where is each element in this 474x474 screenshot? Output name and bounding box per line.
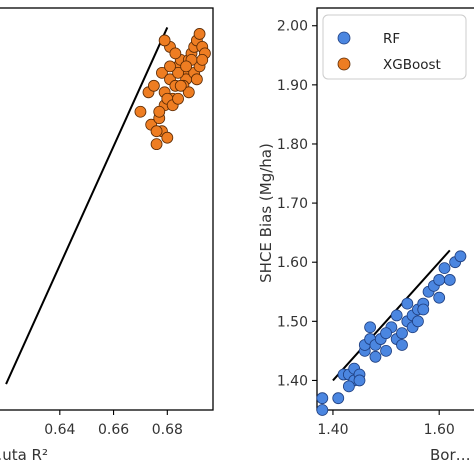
legend-rf-marker — [337, 31, 351, 45]
right-y-tick-label: 1.80 — [277, 137, 308, 153]
right-point-rf — [438, 262, 451, 275]
right-point-rf — [380, 327, 392, 340]
right-points — [316, 250, 467, 416]
left-point-xgboost — [150, 138, 163, 151]
left-point-xgboost — [147, 79, 160, 92]
left-point-xgboost — [174, 79, 187, 92]
left-point-xgboost — [182, 86, 195, 99]
right-y-tick-label: 1.70 — [277, 196, 308, 212]
right-y-tick-label: 1.90 — [277, 78, 308, 94]
right-x-tick-label: 1.40 — [317, 422, 348, 438]
legend-rf-label: RF — [383, 31, 400, 47]
right-point-rf — [396, 327, 408, 340]
right-y-tick-label: 1.40 — [277, 373, 308, 389]
left-reference-line — [5, 27, 169, 385]
right-point-rf — [332, 392, 345, 405]
legend: RF XGBoost — [322, 14, 467, 80]
legend-xgboost-marker — [337, 57, 351, 71]
left-x-tick-label: 0.68 — [152, 422, 183, 438]
left-point-xgboost — [180, 60, 193, 73]
right-point-rf — [390, 309, 403, 322]
left-point-xgboost — [158, 34, 171, 47]
right-x-axis-label: Bor… — [430, 446, 471, 464]
left-x-tick-label: 0.64 — [44, 422, 75, 438]
left-chart-panel: 0.64 0.66 0.68 …uta R² — [0, 7, 214, 464]
right-point-rf — [433, 291, 446, 304]
right-y-tick-label: 1.60 — [277, 255, 308, 271]
right-point-rf — [353, 374, 366, 387]
right-ticks: 1.40 1.60 1.40 1.50 1.60 1.70 1.80 1.90 2.00 — [277, 19, 455, 438]
left-points — [134, 28, 211, 151]
legend-box — [322, 14, 467, 80]
left-point-xgboost — [169, 47, 182, 60]
right-point-rf — [433, 274, 446, 286]
right-point-rf — [417, 303, 430, 316]
right-point-rf — [401, 297, 414, 310]
left-x-ticks: 0.64 0.66 0.68 — [44, 410, 183, 438]
right-point-rf — [369, 350, 382, 363]
left-point-xgboost — [172, 92, 184, 105]
right-point-rf — [364, 321, 377, 334]
right-chart-panel: 1.40 1.60 1.40 1.50 1.60 1.70 1.80 1.90 2.00 Bor… — [257, 7, 474, 464]
left-x-axis-label: …uta R² — [0, 446, 48, 464]
left-point-xgboost — [156, 66, 168, 79]
right-point-rf — [396, 339, 408, 351]
left-point-xgboost — [164, 60, 176, 73]
right-y-tick-label: 2.00 — [277, 19, 308, 35]
right-axes-frame — [316, 7, 474, 411]
left-point-xgboost — [161, 131, 174, 144]
right-y-axis-label: SHCE Bias (Mg/ha) — [257, 143, 275, 283]
right-point-rf — [443, 274, 456, 286]
left-x-tick-label: 0.66 — [98, 422, 129, 438]
legend-xgboost-label: XGBoost — [383, 57, 441, 73]
left-point-xgboost — [190, 73, 203, 86]
right-x-tick-label: 1.60 — [424, 422, 455, 438]
right-point-rf — [412, 315, 424, 328]
left-point-xgboost — [196, 53, 209, 66]
right-point-rf — [380, 344, 392, 357]
left-point-xgboost — [193, 28, 206, 40]
right-point-rf — [342, 380, 355, 393]
left-point-xgboost — [153, 105, 166, 118]
right-y-tick-label: 1.50 — [277, 314, 308, 330]
left-point-xgboost — [134, 105, 147, 118]
left-point-xgboost — [150, 125, 163, 138]
left-point-xgboost — [172, 66, 184, 79]
left-axes-frame — [0, 7, 214, 411]
right-point-rf — [316, 404, 329, 416]
right-point-rf — [454, 250, 467, 263]
right-point-rf — [316, 392, 329, 405]
